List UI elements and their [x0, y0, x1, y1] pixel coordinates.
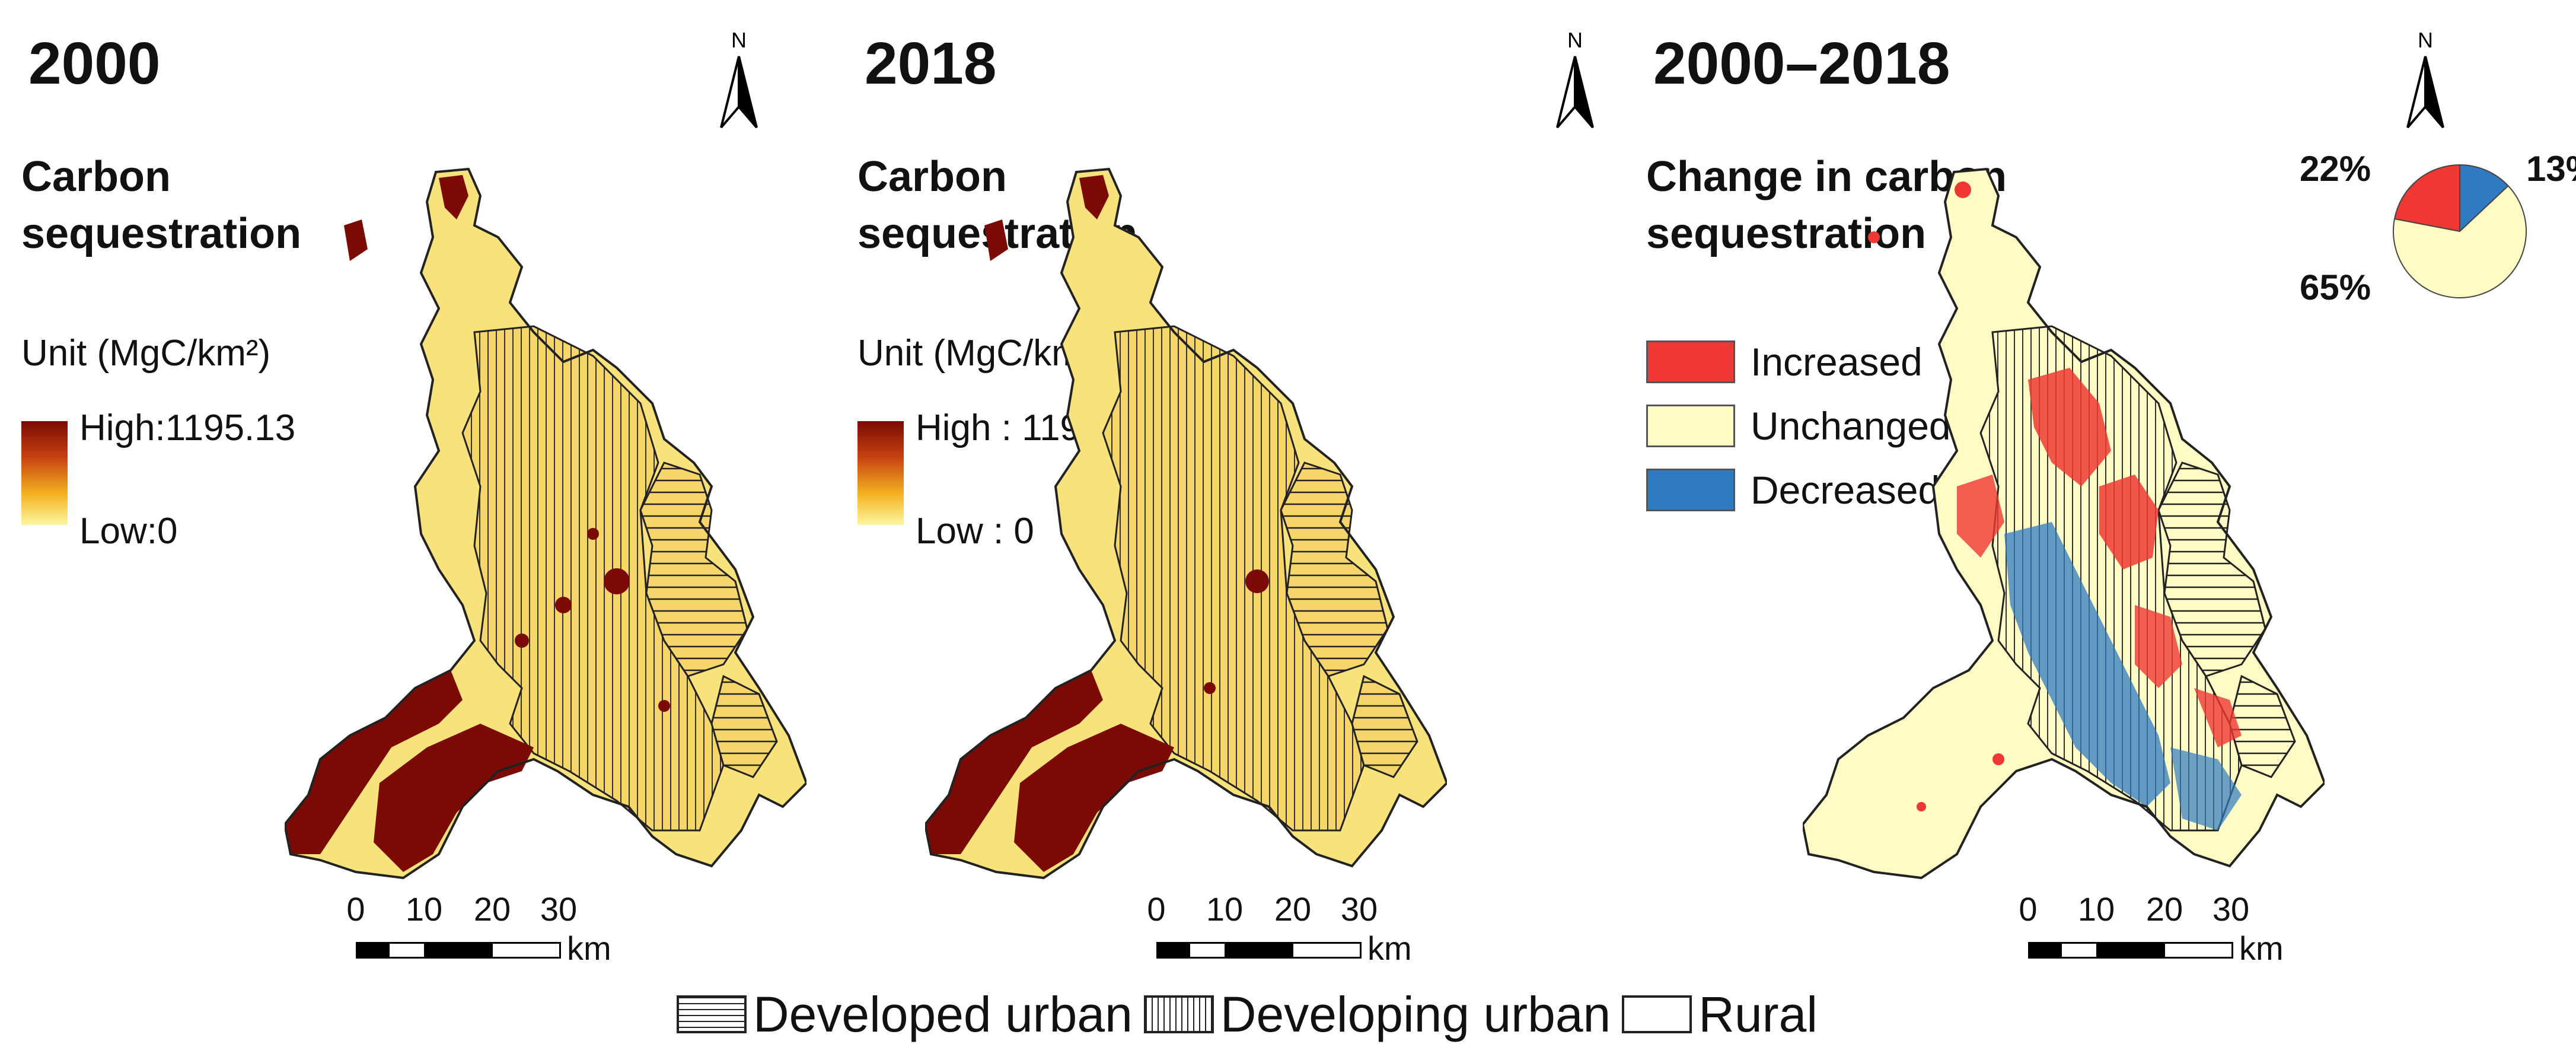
- ramp-high-label: High:1195.13: [79, 408, 296, 448]
- pie-slice-decreased: [2459, 164, 2510, 233]
- scale-tick: 0: [1147, 890, 1166, 928]
- legend-item-decreased: Decreased: [1646, 466, 1940, 514]
- panel-title: 2018: [865, 30, 997, 97]
- scale-bar: 0 10 20 30 km: [1147, 890, 1429, 979]
- increased-swatch-icon: [1646, 340, 1735, 383]
- map-panel-2018: 2018 N Carbon sequestration Unit (MgC/km…: [836, 0, 1695, 973]
- scale-unit: km: [2239, 930, 2284, 967]
- legend-developed-urban: Developed urban: [676, 986, 1133, 1043]
- scale-tick: 0: [2019, 890, 2038, 928]
- scale-tick: 30: [2212, 890, 2250, 928]
- carbon-change-map: [1803, 168, 2325, 879]
- legend-item-unchanged: Unchanged: [1646, 402, 1951, 450]
- scale-tick: 20: [2145, 890, 2183, 928]
- pie-slice-unchanged: [2393, 184, 2527, 298]
- map-panel-2000: 2000 N Carbon sequestration Unit (MgC/km…: [0, 0, 859, 973]
- pie-label-unchanged: 65%: [2300, 268, 2371, 307]
- scale-tick: 30: [540, 890, 578, 928]
- legend-item-increased: Increased: [1646, 338, 1923, 386]
- panel-subtitle: Carbon sequestration: [21, 153, 302, 257]
- scale-unit: km: [567, 930, 611, 967]
- scale-tick: 10: [405, 890, 443, 928]
- horizontal-hatch-icon: [677, 995, 747, 1033]
- scale-bar: 0 10 20 30 km: [2019, 890, 2301, 979]
- scale-tick: 10: [1206, 890, 1244, 928]
- carbon-map-2018: [925, 168, 1447, 879]
- pie-label-increased: 22%: [2300, 149, 2371, 189]
- vertical-hatch-icon: [1143, 995, 1214, 1033]
- ramp-low-label: Low:0: [79, 511, 178, 552]
- scale-bar: 0 10 20 30 km: [346, 890, 629, 979]
- empty-box-icon: [1622, 995, 1692, 1033]
- north-label: N: [1567, 28, 1583, 52]
- north-arrow-icon: N: [709, 24, 769, 136]
- north-arrow-icon: N: [2396, 24, 2455, 136]
- unchanged-swatch-icon: [1646, 405, 1735, 447]
- north-label: N: [731, 28, 747, 52]
- pie-label-decreased: 13%: [2526, 149, 2576, 189]
- panel-title: 2000–2018: [1653, 30, 1950, 97]
- decreased-swatch-icon: [1646, 469, 1735, 511]
- scale-tick: 0: [346, 890, 365, 928]
- zone-legend: Developed urban Developing urban Rural: [676, 979, 1828, 1050]
- change-pie-chart: [2393, 164, 2527, 298]
- north-arrow-icon: N: [1545, 24, 1605, 136]
- scale-tick: 30: [1340, 890, 1378, 928]
- color-ramp: [21, 421, 68, 525]
- map-panel-change: 2000–2018 N Change in carbon sequestrati…: [1625, 0, 2576, 973]
- color-ramp: [857, 421, 904, 525]
- panel-title: 2000: [28, 30, 161, 97]
- scale-tick: 20: [1274, 890, 1312, 928]
- scale-unit: km: [1367, 930, 1412, 967]
- panel-subtitle: Change in carbon sequestration: [1646, 153, 2007, 257]
- north-label: N: [2418, 28, 2433, 52]
- scale-tick: 10: [2077, 890, 2115, 928]
- legend-rural: Rural: [1621, 986, 1818, 1043]
- scale-tick: 20: [473, 890, 511, 928]
- pie-slice-increased: [2393, 164, 2460, 233]
- legend-developing-urban: Developing urban: [1143, 986, 1611, 1043]
- carbon-map-2000: [285, 168, 806, 879]
- ramp-low-label: Low : 0: [916, 511, 1034, 552]
- unit-label: Unit (MgC/km²): [21, 333, 271, 374]
